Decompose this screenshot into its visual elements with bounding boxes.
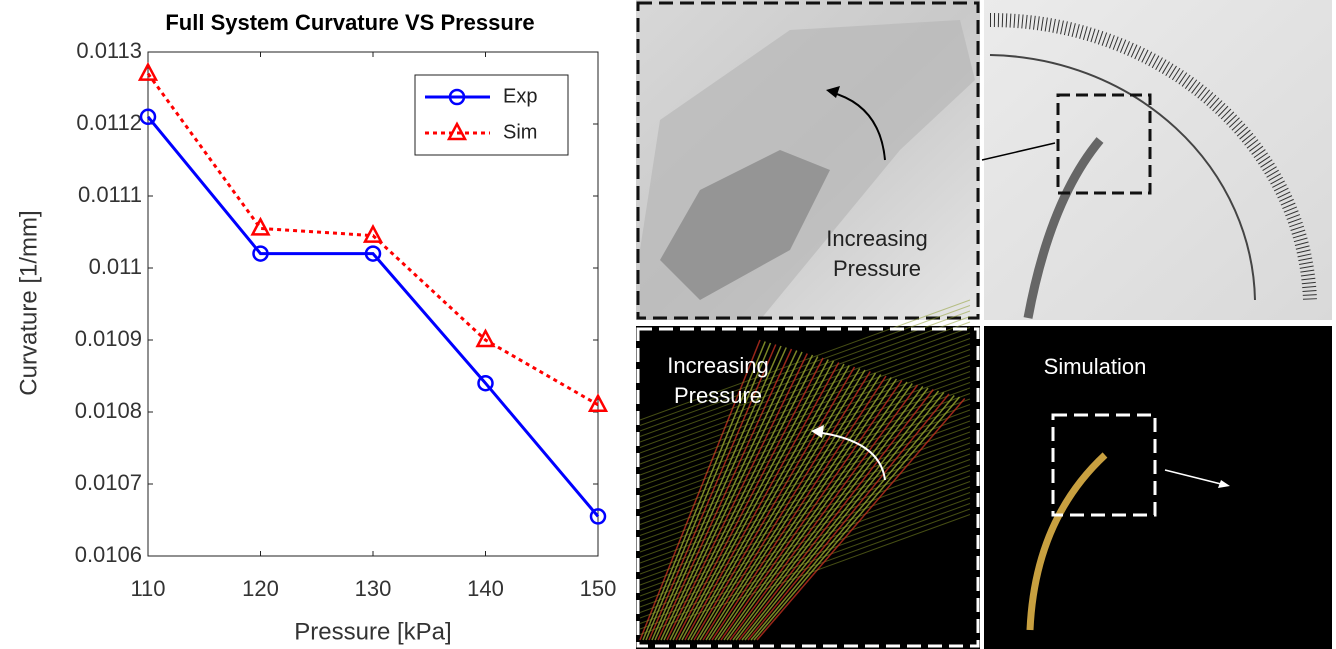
- y-tick-label: 0.0111: [78, 182, 142, 207]
- y-tick-label: 0.011: [89, 254, 142, 279]
- panel-label: Increasing: [826, 226, 928, 251]
- y-tick-label: 0.0106: [75, 542, 142, 567]
- y-axis-label: Curvature [1/mm]: [15, 210, 42, 395]
- x-tick-label: 140: [467, 576, 504, 601]
- legend-label: Sim: [503, 121, 537, 143]
- page: Full System Curvature VS Pressure Curvat…: [0, 0, 1336, 649]
- y-tick-label: 0.0109: [75, 326, 142, 351]
- legend-label: Exp: [503, 85, 537, 107]
- panel-label: Pressure: [833, 256, 921, 281]
- simulation-panel: Simulation: [984, 326, 1332, 649]
- chart: Full System Curvature VS Pressure Curvat…: [15, 10, 616, 646]
- x-tick-label: 150: [580, 576, 617, 601]
- x-axis-label: Pressure [kPa]: [294, 618, 451, 645]
- photo-protractor-panel: [982, 0, 1332, 320]
- y-tick-label: 0.0108: [75, 398, 142, 423]
- panel-label: Pressure: [674, 383, 762, 408]
- x-tick-label: 130: [355, 576, 392, 601]
- y-tick-label: 0.0107: [75, 470, 142, 495]
- y-tick-label: 0.0113: [76, 38, 142, 63]
- photo-zoom-panel: Increasing Pressure: [636, 0, 980, 320]
- x-tick-label: 110: [130, 576, 165, 601]
- data-marker: [253, 219, 269, 234]
- data-line: [148, 117, 598, 517]
- legend-box: [415, 75, 568, 155]
- figure: Full System Curvature VS Pressure Curvat…: [0, 0, 1336, 649]
- y-tick-label: 0.0112: [76, 110, 142, 135]
- x-tick-label: 120: [242, 576, 279, 601]
- panel-label: Simulation: [1044, 354, 1147, 379]
- chart-title: Full System Curvature VS Pressure: [165, 10, 534, 35]
- panel-background: [984, 326, 1332, 649]
- panel-label: Increasing: [667, 353, 769, 378]
